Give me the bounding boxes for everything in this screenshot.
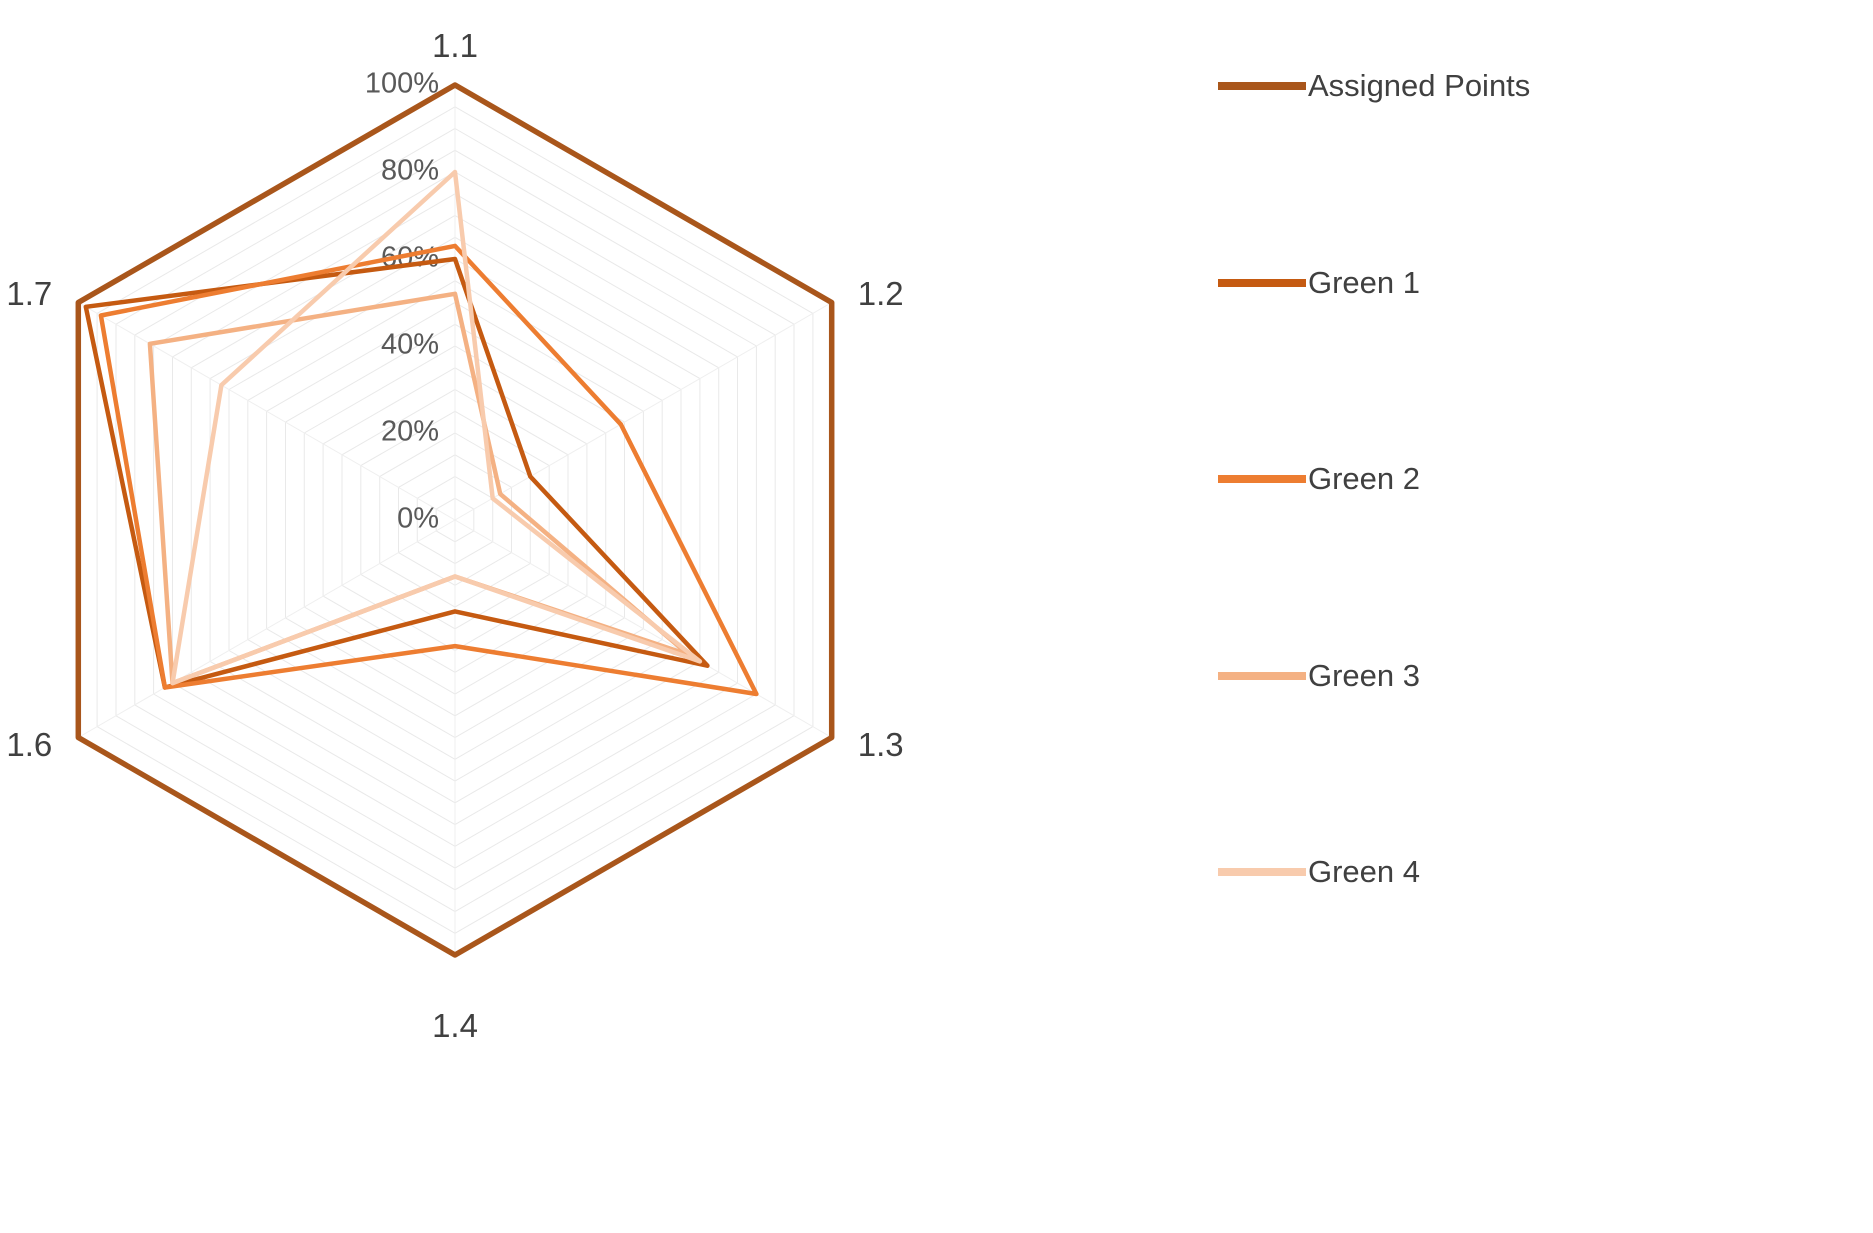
legend-swatch-green-3 [1218, 671, 1306, 680]
axis-label-1.3: 1.3 [858, 726, 904, 763]
series-polygon-green-1 [83, 256, 710, 690]
radial-tick-label: 40% [381, 329, 439, 361]
radial-tick-label: 100% [365, 68, 439, 100]
legend-label: Green 1 [1308, 264, 1421, 300]
series-polygon-assigned-points [75, 82, 835, 958]
grid-spoke [454, 302, 832, 521]
legend-item-green-3: Green 3 [1218, 658, 1648, 694]
legend-swatch-green-4 [1218, 868, 1306, 876]
series-polygon-green-2 [98, 243, 759, 697]
legend-label: Green 4 [1308, 854, 1421, 889]
legend-swatch-green-1 [1218, 278, 1306, 287]
grid-spoke [454, 519, 832, 738]
legend-item-assigned-points: Assigned Points [1218, 68, 1648, 104]
legend-item-green-4: Green 4 [1218, 854, 1648, 890]
radial-tick-label: 80% [381, 155, 439, 187]
legend-item-green-1: Green 1 [1218, 265, 1648, 301]
axis-label-1.2: 1.2 [858, 275, 904, 312]
series-polygon-green-4 [170, 169, 703, 686]
legend-label: Assigned Points [1308, 68, 1531, 103]
grid-spoke [78, 302, 456, 521]
legend-swatch-assigned-points [1218, 82, 1306, 90]
axis-label-1.1: 1.1 [432, 27, 478, 64]
axis-label-1.4: 1.4 [432, 1007, 478, 1044]
legend-label: Green 2 [1308, 461, 1421, 496]
chart-legend: Assigned Points Green 1 Green 2 Green 3 … [1218, 68, 1648, 890]
legend-item-green-2: Green 2 [1218, 461, 1648, 497]
legend-swatch-green-2 [1218, 475, 1306, 483]
axis-label-1.6: 1.6 [6, 726, 52, 763]
grid-spoke [78, 519, 456, 738]
axis-label-1.7: 1.7 [6, 275, 52, 312]
radial-tick-label: 0% [397, 503, 439, 535]
legend-label: Green 3 [1308, 657, 1421, 693]
radial-tick-label: 20% [381, 416, 439, 448]
